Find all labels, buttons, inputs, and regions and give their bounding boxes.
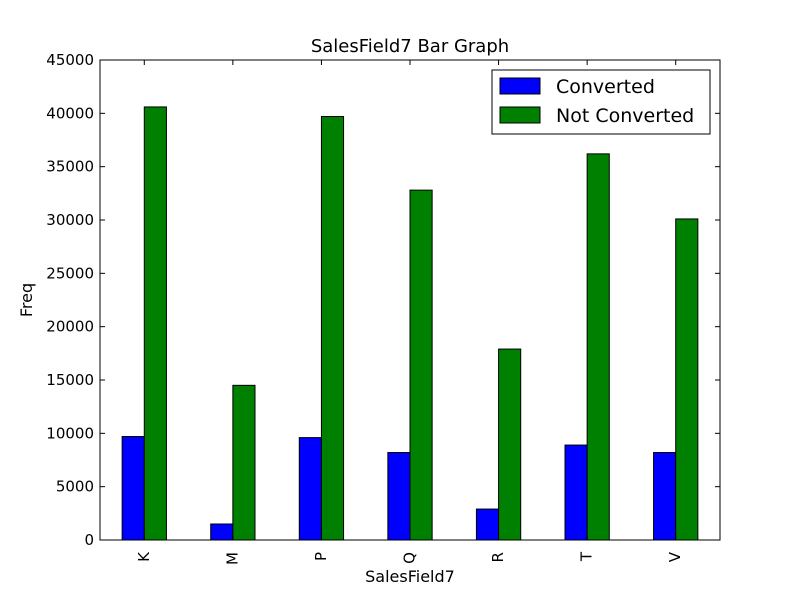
chart-title: SalesField7 Bar Graph: [311, 36, 509, 57]
x-axis-label: SalesField7: [365, 567, 455, 586]
x-tick-label-M: M: [223, 552, 241, 565]
bar-converted-K: [121, 436, 145, 541]
bar-not-converted-V: [675, 218, 699, 541]
bar-converted-M: [210, 523, 234, 541]
bar-converted-T: [564, 444, 588, 541]
legend-label-not-converted: Not Converted: [556, 105, 694, 127]
bars-group: [121, 106, 699, 541]
bar-not-converted-M: [232, 384, 256, 541]
x-tick-label-K: K: [135, 551, 153, 562]
bar-converted-V: [653, 452, 677, 541]
bar-not-converted-K: [143, 106, 167, 541]
bar-converted-P: [298, 437, 322, 541]
x-tick-label-T: T: [578, 551, 596, 562]
x-tick-label-Q: Q: [401, 552, 419, 564]
legend-label-converted: Converted: [556, 76, 655, 98]
y-tick-label: 15000: [46, 371, 94, 389]
y-tick-label: 40000: [46, 104, 94, 122]
bar-not-converted-P: [320, 116, 345, 541]
legend: Converted Not Converted: [491, 69, 711, 135]
legend-swatch-converted: [499, 77, 541, 95]
y-axis-label: Freq: [17, 283, 36, 317]
y-tick-label: 20000: [46, 318, 94, 336]
bar-converted-R: [475, 508, 500, 541]
y-tick-label: 0: [84, 531, 94, 549]
legend-swatch-not-converted: [499, 106, 541, 124]
bar-not-converted-T: [586, 153, 610, 541]
y-tick-label: 10000: [46, 424, 94, 442]
y-tick-label: 30000: [46, 211, 94, 229]
x-tick-label-P: P: [312, 552, 330, 561]
y-tick-label: 35000: [46, 158, 94, 176]
x-tick-label-R: R: [489, 552, 507, 562]
y-tick-label: 5000: [56, 478, 94, 496]
y-tick-label: 25000: [46, 264, 94, 282]
y-tick-label: 45000: [46, 51, 94, 69]
bar-converted-Q: [387, 452, 411, 541]
y-axis: 0 5000 10000 15000 20000 25000 30000 35000 40000…: [46, 51, 720, 549]
bar-not-converted-Q: [409, 189, 433, 541]
bar-not-converted-R: [498, 348, 522, 541]
x-tick-label-V: V: [666, 551, 684, 562]
